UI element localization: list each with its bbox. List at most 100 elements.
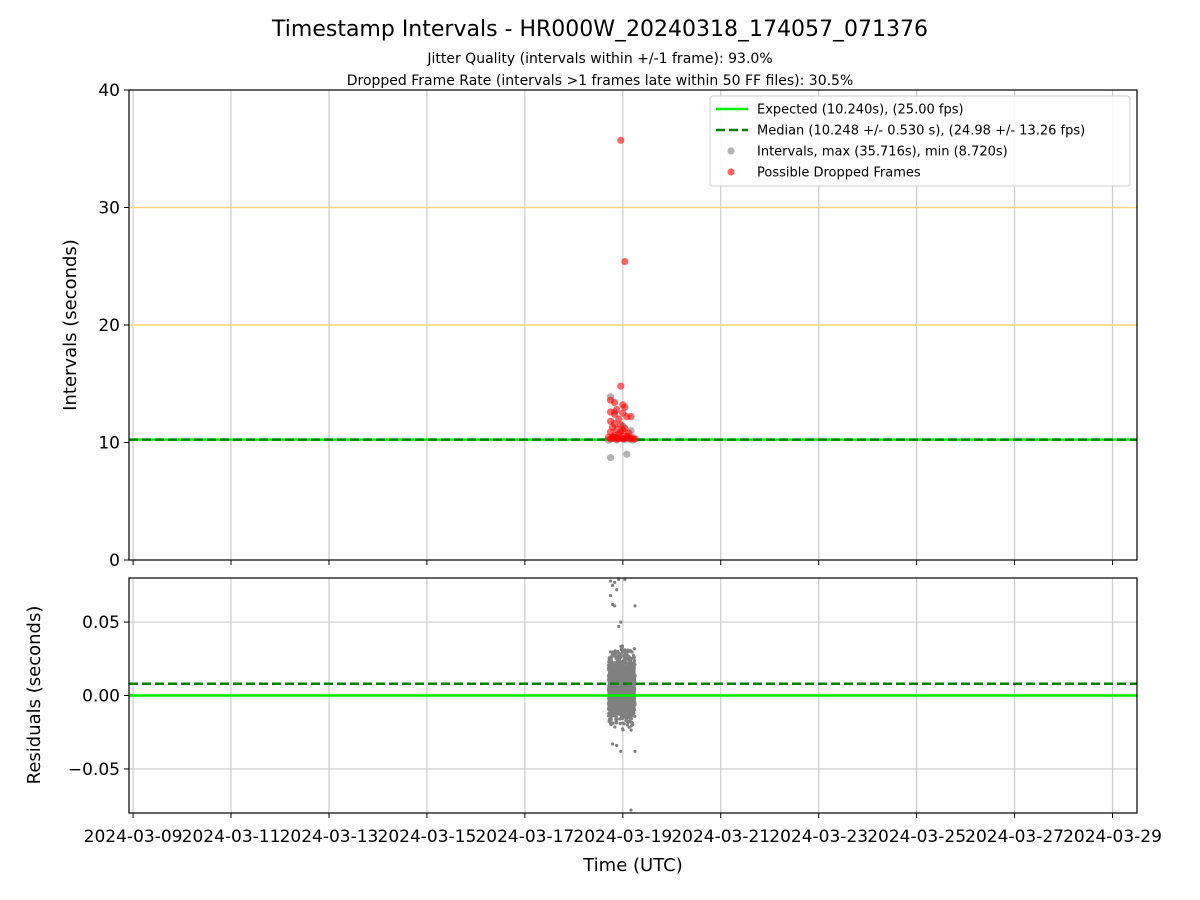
residual-point [611, 710, 616, 714]
residual-point [621, 654, 625, 658]
residual-point [626, 666, 630, 670]
intervals-y-ticks: 0 10 20 30 40 [98, 81, 129, 571]
x-tick-label: 2024-03-11 [182, 827, 281, 847]
residual-point [612, 661, 616, 665]
residual-point [627, 703, 632, 708]
x-tick-label: 2024-03-27 [965, 827, 1064, 847]
legend-entry-label: Expected (10.240s), (25.00 fps) [757, 103, 964, 118]
x-tick-label: 2024-03-29 [1063, 827, 1162, 847]
residual-point [628, 685, 632, 690]
residual-point [613, 690, 617, 695]
residual-point [624, 712, 628, 716]
figure-subtitle-jitter: Jitter Quality (intervals within +/-1 fr… [426, 51, 772, 67]
dropped-frame-point [621, 257, 629, 266]
x-tick-label: 2024-03-15 [378, 827, 477, 847]
dropped-frame-point [621, 403, 629, 411]
residual-point [615, 717, 619, 722]
residual-point [630, 691, 634, 695]
residual-point [616, 705, 620, 710]
residual-point [618, 686, 622, 690]
intervals-y-tick-label: 20 [98, 316, 120, 336]
residual-point [627, 660, 631, 665]
residual-point [631, 653, 636, 658]
residual-point [630, 650, 634, 654]
residual-point [630, 721, 634, 725]
x-tick-label: 2024-03-13 [280, 827, 379, 847]
residual-point [622, 658, 626, 662]
residual-point [619, 670, 624, 675]
residual-point [631, 662, 635, 667]
residuals-y-tick-label: 0.05 [82, 613, 120, 633]
residual-point [630, 667, 634, 671]
residual-point [628, 663, 632, 668]
legend-entry-label: Intervals, max (35.716s), min (8.720s) [757, 145, 1008, 160]
residual-point [633, 714, 637, 718]
intervals-y-tick-label: 0 [109, 551, 120, 571]
residuals-points [606, 577, 637, 812]
residual-outlier-point [619, 620, 623, 624]
residual-point [630, 697, 634, 701]
residual-outlier-point [610, 583, 615, 587]
residual-outlier-point [629, 808, 633, 812]
residual-point [618, 721, 622, 726]
x-axis-label: Time (UTC) [582, 855, 683, 876]
residual-outlier-point [633, 749, 637, 753]
residual-point [633, 679, 637, 683]
intervals-y-axis-label: Intervals (seconds) [60, 239, 81, 411]
residual-point [622, 670, 627, 674]
residual-point [627, 658, 631, 662]
residual-point [607, 701, 611, 705]
legend-marker-swatch [727, 147, 735, 155]
dropped-frame-point [611, 398, 619, 407]
residual-point [613, 685, 618, 690]
residual-point [609, 714, 613, 719]
legend-marker-swatch [727, 168, 735, 176]
residual-point [623, 715, 627, 719]
residual-point [607, 703, 611, 707]
residual-point [632, 659, 636, 663]
residual-point [624, 685, 628, 689]
residual-point [613, 725, 617, 729]
residual-point [623, 648, 627, 652]
residual-point [622, 666, 626, 670]
dropped-frame-point [631, 435, 639, 443]
residual-point [630, 687, 634, 691]
residual-outlier-point [610, 742, 615, 746]
legend-entry-label: Median (10.248 +/- 0.530 s), (24.98 +/- … [757, 124, 1085, 139]
residual-point [625, 674, 629, 678]
residual-point [613, 714, 617, 718]
intervals-reference-lines [129, 206, 1137, 441]
dropped-frame-point [615, 415, 623, 423]
residual-point [621, 728, 625, 732]
residual-point [620, 650, 624, 655]
residual-point [629, 676, 634, 680]
residual-point [616, 699, 620, 704]
residual-point [612, 701, 617, 706]
residual-outlier-point [613, 580, 617, 585]
residual-point [614, 721, 618, 725]
interval-point [606, 453, 615, 462]
residual-point [622, 702, 626, 706]
residual-point [616, 675, 620, 679]
residual-point [606, 714, 611, 718]
residual-outlier-point [613, 604, 617, 608]
residual-point [625, 689, 629, 694]
residual-point [630, 657, 634, 661]
dropped-frame-point [617, 382, 625, 390]
residual-point [617, 652, 622, 656]
residual-point [607, 706, 612, 710]
x-tick-label: 2024-03-17 [475, 827, 574, 847]
residual-outlier-point [633, 604, 637, 608]
dropped-frame-point [627, 413, 635, 421]
dropped-frame-point [617, 136, 625, 144]
residual-outlier-point [617, 577, 621, 582]
residual-point [611, 650, 615, 654]
residuals-y-tick-label: 0.00 [82, 687, 120, 707]
x-tick-label: 2024-03-23 [769, 827, 868, 847]
residual-point [624, 661, 628, 665]
residual-point [627, 714, 631, 718]
residual-point [630, 714, 634, 718]
intervals-y-tick-label: 30 [98, 199, 120, 219]
residual-point [629, 671, 633, 675]
